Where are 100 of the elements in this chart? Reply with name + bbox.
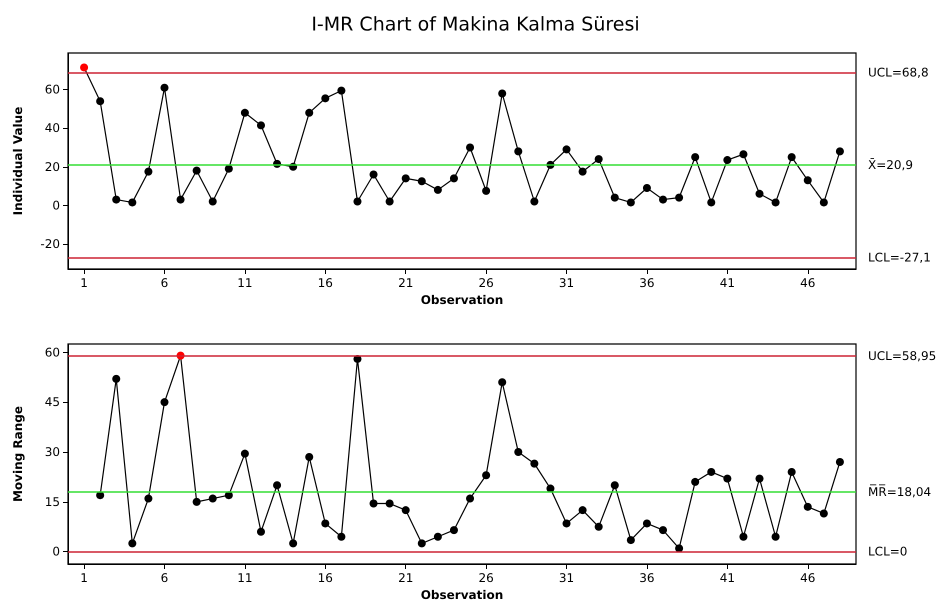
point xyxy=(482,186,490,195)
point xyxy=(353,198,362,206)
point xyxy=(691,153,700,162)
chart-title: I-MR Chart of Makina Kalma Süresi xyxy=(311,14,640,36)
point xyxy=(820,198,828,206)
point xyxy=(176,196,185,204)
point xyxy=(739,150,748,158)
point xyxy=(144,168,152,176)
point xyxy=(337,86,346,95)
y-tick-label: 0 xyxy=(52,544,60,559)
y-tick-label: 45 xyxy=(44,395,60,410)
point xyxy=(788,468,796,476)
y-tick-label: 15 xyxy=(44,494,60,509)
y-tick-label: 20 xyxy=(44,160,60,174)
x-tick-label: 46 xyxy=(800,276,816,290)
ref-line-label: UCL=58,95 xyxy=(868,348,936,363)
point xyxy=(128,539,136,548)
point xyxy=(418,539,426,548)
point xyxy=(578,506,587,514)
point xyxy=(434,532,442,541)
point xyxy=(691,478,700,486)
point xyxy=(466,494,474,503)
point xyxy=(402,174,410,182)
x-tick-label: 36 xyxy=(639,276,655,290)
point xyxy=(450,174,458,182)
point xyxy=(498,378,506,386)
x-tick-label: 16 xyxy=(318,276,333,290)
point xyxy=(530,460,538,468)
point xyxy=(756,190,764,198)
point xyxy=(418,177,426,186)
point xyxy=(594,522,603,531)
point xyxy=(128,198,136,206)
y-tick-label: 60 xyxy=(44,345,60,360)
point xyxy=(192,498,201,506)
point xyxy=(386,500,394,508)
point xyxy=(772,532,780,541)
ref-line-label: M̅R̅=18,04 xyxy=(868,484,932,499)
point xyxy=(402,506,410,514)
y-tick-label: 60 xyxy=(44,82,60,97)
point xyxy=(594,155,603,164)
x-axis-title: Observation xyxy=(420,292,504,307)
ref-line-label: UCL=68,8 xyxy=(868,66,929,80)
x-tick-label: 21 xyxy=(398,571,414,585)
point xyxy=(514,147,522,156)
point xyxy=(386,198,394,206)
x-tick-label: 31 xyxy=(558,571,574,585)
x-tick-label: 6 xyxy=(160,571,168,585)
point xyxy=(804,176,812,184)
x-tick-label: 46 xyxy=(800,571,816,585)
x-tick-label: 6 xyxy=(160,276,168,290)
point xyxy=(160,84,168,92)
point xyxy=(514,448,522,456)
point xyxy=(256,121,265,130)
y-tick-label: 30 xyxy=(44,445,60,460)
point xyxy=(434,186,442,194)
x-tick-label: 1 xyxy=(80,276,88,290)
point xyxy=(305,452,314,461)
point xyxy=(289,539,298,548)
point xyxy=(659,526,668,534)
y-tick-label: 0 xyxy=(52,198,60,212)
point xyxy=(610,481,619,490)
point xyxy=(626,198,635,206)
point xyxy=(675,194,684,202)
x-tick-label: 21 xyxy=(398,276,414,290)
point xyxy=(642,184,651,192)
point xyxy=(208,198,217,206)
point xyxy=(723,156,732,164)
point xyxy=(610,194,619,202)
point xyxy=(160,398,168,406)
x-tick-label: 11 xyxy=(237,276,253,290)
y-axis-title: Moving Range xyxy=(11,406,25,502)
x-tick-label: 1 xyxy=(80,571,88,585)
point xyxy=(820,509,828,518)
point xyxy=(80,63,88,72)
point xyxy=(836,147,844,156)
x-tick-label: 26 xyxy=(478,276,494,290)
point xyxy=(772,198,780,206)
point xyxy=(578,168,587,176)
point xyxy=(804,502,812,511)
point xyxy=(562,145,571,154)
x-tick-label: 11 xyxy=(237,571,253,585)
point xyxy=(321,94,330,102)
point xyxy=(240,450,249,458)
x-tick-label: 16 xyxy=(318,571,333,585)
x-tick-label: 26 xyxy=(478,571,494,585)
point xyxy=(450,526,458,534)
point xyxy=(256,528,265,536)
point xyxy=(836,458,844,466)
x-axis-title: Observation xyxy=(420,588,504,602)
point xyxy=(240,108,249,117)
point xyxy=(370,170,378,178)
point xyxy=(788,153,796,162)
point xyxy=(337,532,346,541)
point xyxy=(675,544,684,552)
point xyxy=(273,481,282,490)
point xyxy=(482,471,490,480)
point xyxy=(370,500,378,508)
point xyxy=(321,519,330,528)
x-tick-label: 36 xyxy=(639,571,655,585)
point xyxy=(707,198,716,206)
